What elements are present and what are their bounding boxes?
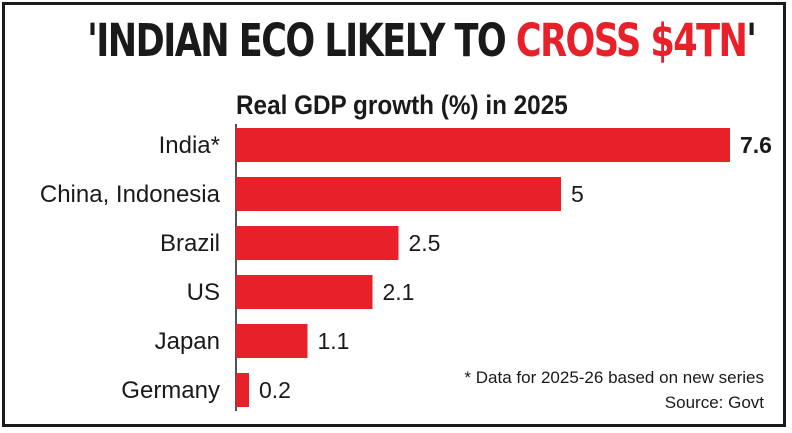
- category-label: India*: [159, 132, 220, 159]
- value-label: 2.1: [383, 279, 415, 305]
- source-note: Source: Govt: [664, 393, 764, 412]
- headline-highlight: CROSS $4TN: [515, 14, 748, 67]
- bars-group: India* 7.6 China, Indonesia 5 Brazil 2.5 US 2.1…: [40, 128, 772, 407]
- bar: [236, 275, 373, 309]
- category-label: Germany: [121, 377, 220, 404]
- bar: [236, 373, 249, 407]
- headline-prefix: 'INDIAN ECO LIKELY TO: [87, 14, 516, 67]
- value-label: 7.6: [740, 132, 772, 158]
- category-label: Japan: [155, 328, 220, 355]
- chart-frame: [2, 2, 786, 427]
- category-label: US: [187, 279, 220, 306]
- chart-title: Real GDP growth (%) in 2025: [236, 90, 568, 120]
- category-label: Brazil: [160, 230, 220, 257]
- value-label: 2.5: [409, 230, 441, 256]
- value-label: 0.2: [259, 377, 291, 403]
- headline: 'INDIAN ECO LIKELY TO CROSS $4TN': [87, 14, 757, 67]
- bar: [236, 128, 730, 162]
- headline-suffix: ': [746, 14, 757, 67]
- category-label: China, Indonesia: [40, 181, 221, 208]
- value-label: 1.1: [318, 328, 350, 354]
- bar: [236, 226, 399, 260]
- bar: [236, 324, 308, 358]
- footnote: * Data for 2025-26 based on new series: [464, 368, 764, 387]
- value-label: 5: [571, 181, 584, 207]
- bar: [236, 177, 561, 211]
